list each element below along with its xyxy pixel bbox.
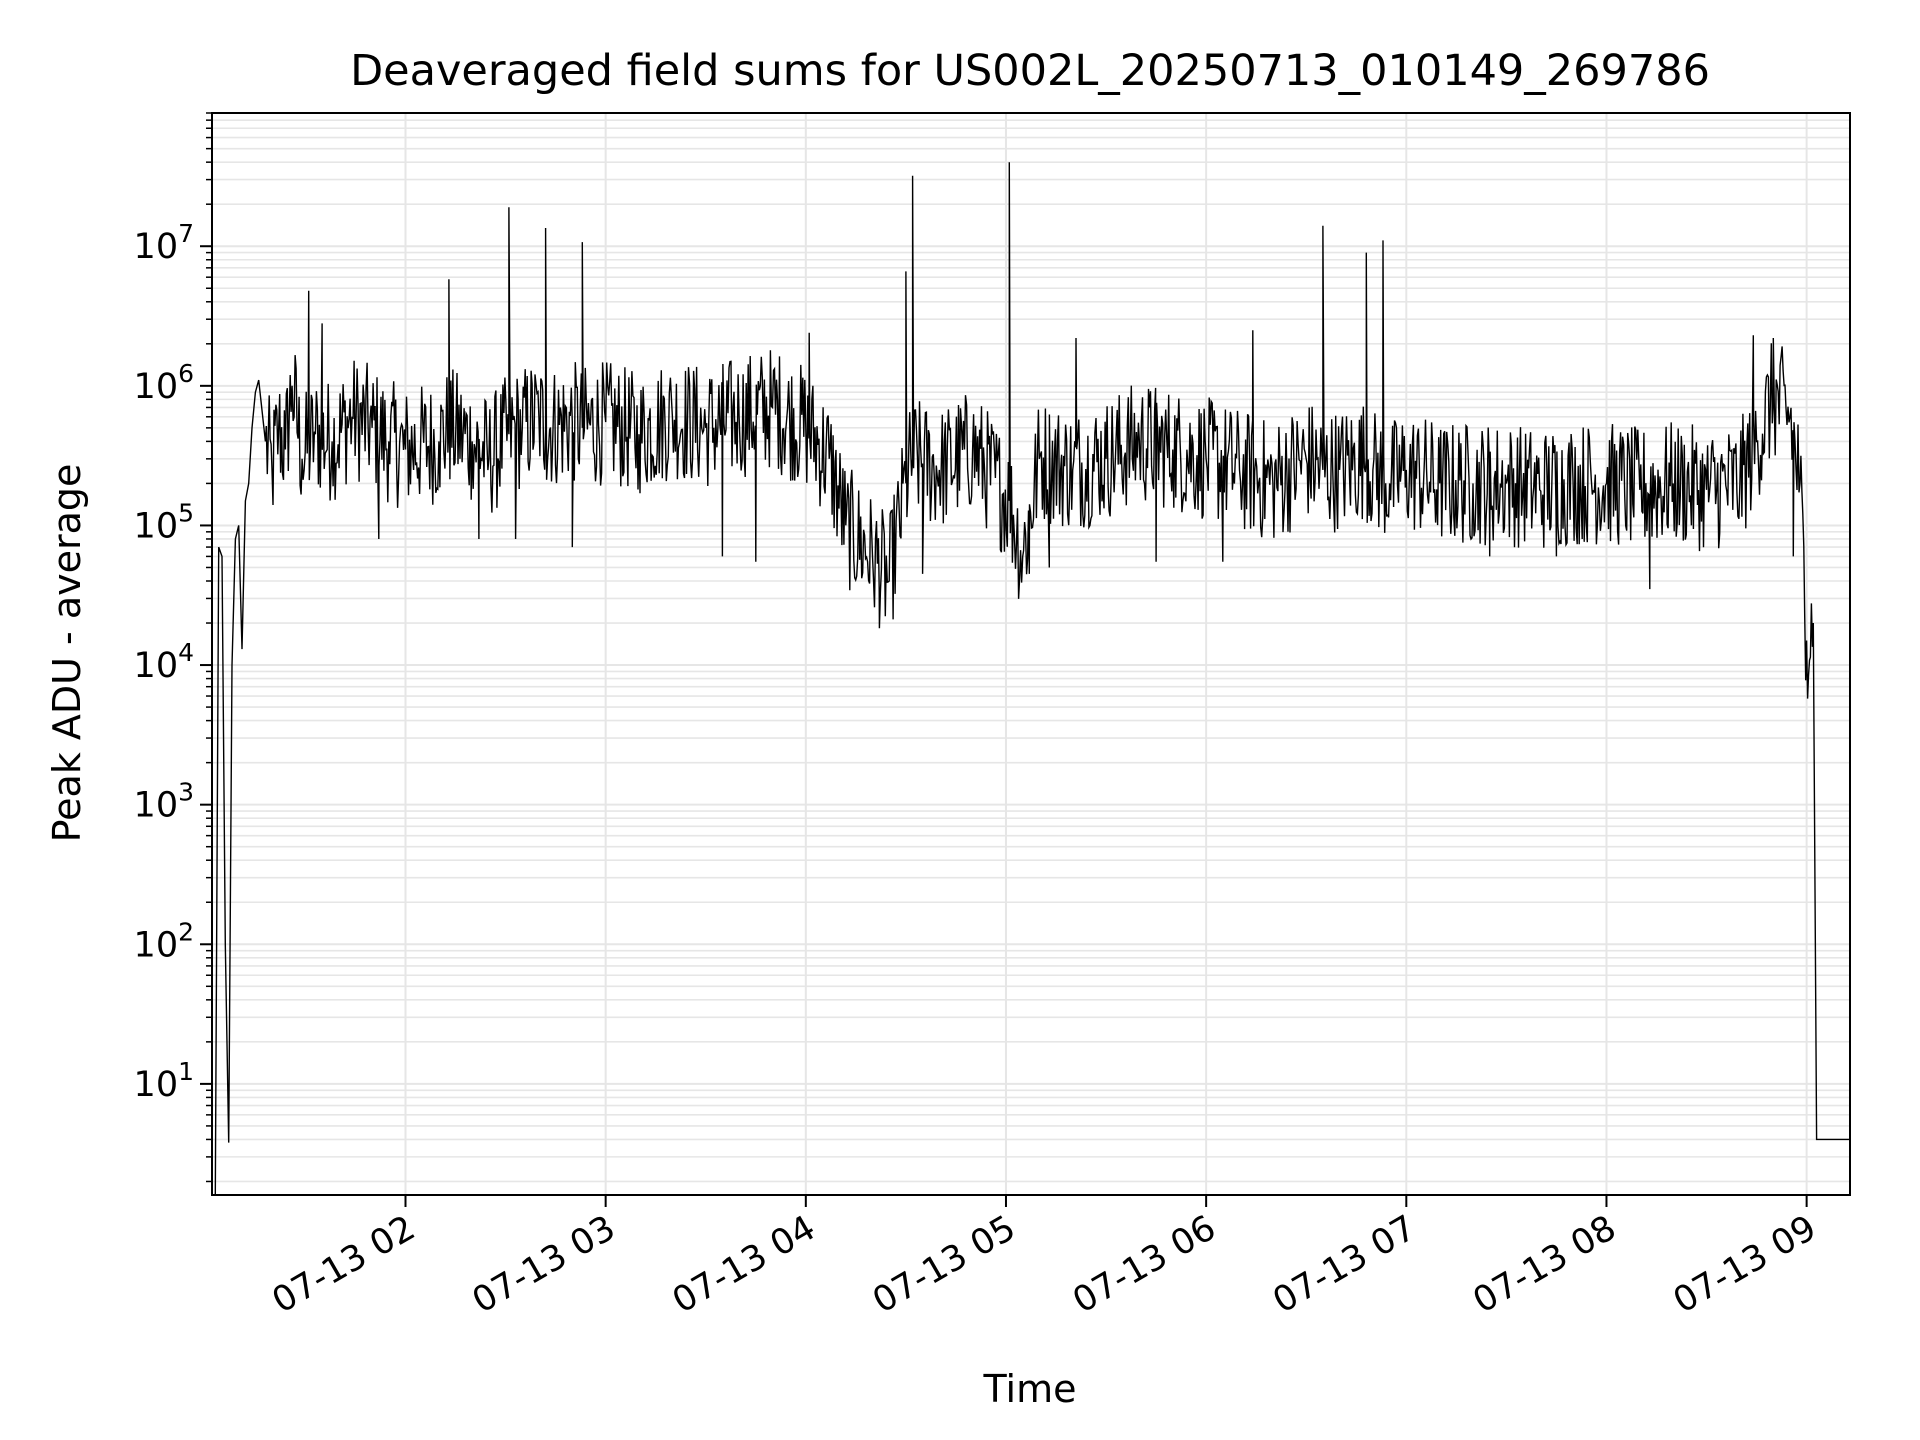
y-tick-exponent: 7 [178, 219, 194, 248]
y-tick-label: 105 [134, 498, 194, 546]
y-tick-base: 10 [134, 227, 179, 267]
y-axis-label: Peak ADU - average [45, 464, 89, 843]
y-tick-base: 10 [134, 786, 179, 826]
plot-frame [211, 112, 1851, 1196]
series-line [214, 162, 1850, 1196]
y-tick-exponent: 1 [178, 1057, 194, 1086]
y-tick-label: 102 [134, 917, 194, 965]
y-tick-base: 10 [134, 646, 179, 686]
y-tick-exponent: 3 [178, 778, 194, 807]
y-tick-label: 106 [134, 359, 194, 407]
y-tick-exponent: 4 [178, 638, 194, 667]
y-tick-exponent: 5 [178, 498, 194, 527]
y-tick-exponent: 2 [178, 917, 194, 946]
y-tick-label: 103 [134, 778, 194, 826]
y-tick-label: 107 [134, 219, 194, 267]
y-tick-base: 10 [134, 367, 179, 407]
y-tick-base: 10 [134, 925, 179, 965]
y-tick-label: 101 [134, 1057, 194, 1105]
series-layer [214, 162, 1850, 1196]
y-tick-base: 10 [134, 506, 179, 546]
y-tick-exponent: 6 [178, 359, 194, 388]
y-tick-base: 10 [134, 1065, 179, 1105]
chart-title: Deaveraged field sums for US002L_2025071… [350, 46, 1710, 96]
x-axis-label: Time [983, 1367, 1077, 1411]
grid [212, 112, 1850, 1195]
y-tick-label: 104 [134, 638, 194, 686]
